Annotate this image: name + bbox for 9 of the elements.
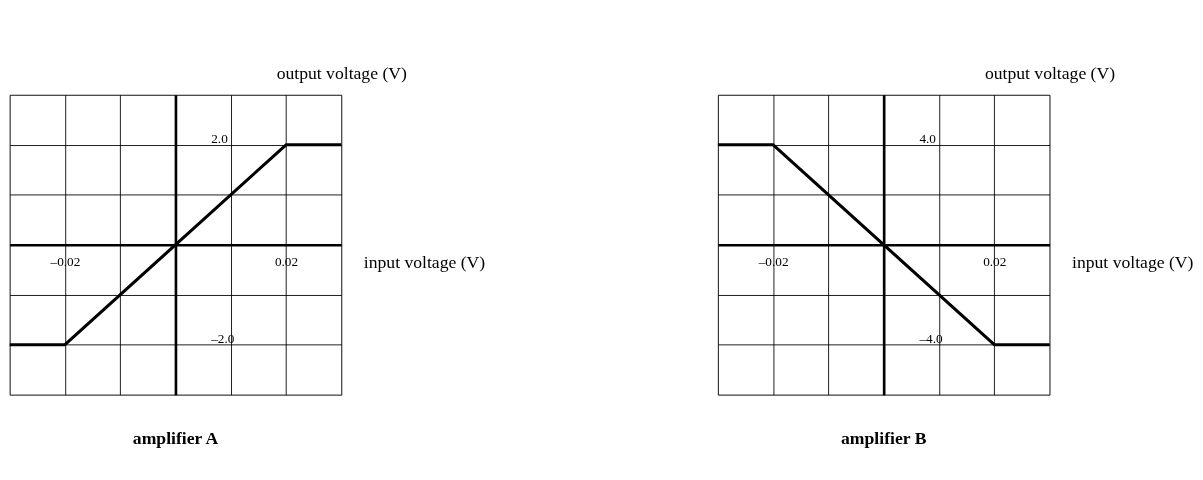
text: amplifier A — [132, 428, 219, 449]
x-axis-title: input voltage (V) — [363, 252, 486, 273]
text: amplifier B — [841, 428, 927, 449]
y-tick-label: 2.0 — [211, 130, 229, 146]
y-tick-label: 4.0 — [919, 130, 937, 146]
x-axis-title: input voltage (V) — [1072, 252, 1194, 273]
y-axis-title: output voltage (V) — [276, 63, 407, 84]
y-axis-title: output voltage (V) — [984, 63, 1116, 84]
x-tick-label: –0.02 — [757, 254, 789, 270]
